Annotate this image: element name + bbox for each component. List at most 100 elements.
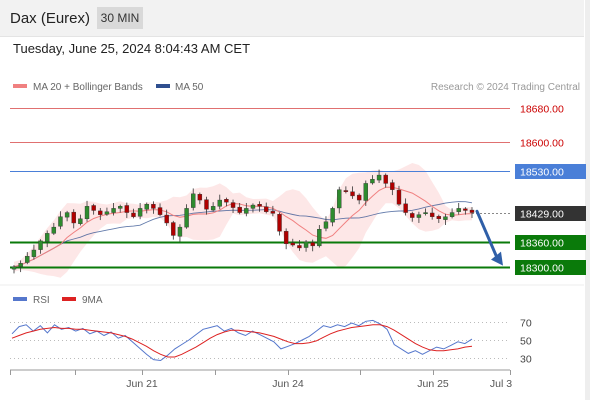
- candle-bullish: [25, 256, 30, 263]
- candle-bearish: [290, 242, 295, 246]
- candle-bullish: [449, 212, 455, 217]
- rsi-9ma-line: [11, 324, 473, 358]
- candle-bearish: [343, 190, 349, 192]
- forecast-arrow-shaft: [475, 209, 499, 260]
- candle-bullish: [456, 208, 461, 212]
- candle-bullish: [118, 206, 123, 209]
- rsi-panel: 70 50 30: [10, 318, 532, 366]
- price-level-tag-support: [515, 260, 586, 275]
- candle-bullish: [18, 263, 23, 267]
- rsi-level-label: 70: [520, 318, 532, 330]
- candle-bullish: [370, 179, 375, 184]
- price-level-label-resistance: 18680.00: [520, 104, 564, 116]
- ma50-legend-swatch: [156, 84, 170, 88]
- candle-bearish: [403, 203, 408, 213]
- candle-bearish: [264, 206, 269, 212]
- candle-bullish: [184, 208, 189, 228]
- price-levels: [10, 108, 510, 269]
- candle-bullish: [363, 183, 368, 201]
- candle-bearish: [91, 205, 96, 211]
- rsi-legend-swatch: [13, 297, 27, 301]
- candle-bullish: [317, 229, 322, 247]
- x-axis-label: Jun 24: [272, 378, 304, 390]
- price-level-label-current: 18429.00: [520, 209, 564, 221]
- candle-bearish: [356, 194, 362, 201]
- ma20-legend-swatch: [13, 84, 27, 88]
- moving-averages: [13, 186, 473, 268]
- price-level-label-pivot: 18530.00: [520, 167, 564, 179]
- bollinger-band-fill: [14, 163, 472, 278]
- timeframe-button[interactable]: 30 MIN: [97, 7, 143, 29]
- chart-header: Dax (Eurex) 30 MIN: [0, 0, 584, 37]
- candlesticks: [11, 169, 475, 274]
- candle-bearish: [237, 206, 242, 213]
- rsi-line: [11, 319, 473, 362]
- ma9-legend-label: 9MA: [82, 295, 103, 306]
- candle-bullish: [84, 206, 90, 220]
- timestamp: Tuesday, June 25, 2024 8:04:43 AM CET: [13, 41, 251, 56]
- candle-bullish: [144, 204, 149, 210]
- candle-bearish: [257, 204, 262, 207]
- forecast-arrow-head: [491, 251, 503, 266]
- candle-bullish: [177, 226, 183, 237]
- candle-bearish: [469, 209, 475, 213]
- candle-bullish: [191, 193, 196, 208]
- candle-bearish: [297, 245, 302, 249]
- price-level-label-support: 18300.00: [520, 263, 564, 275]
- candle-bullish: [416, 214, 422, 218]
- candle-bearish: [396, 189, 402, 205]
- candle-bearish: [164, 214, 169, 224]
- candle-bearish: [283, 231, 289, 244]
- ma50-line: [13, 201, 473, 268]
- candle-bearish: [124, 205, 130, 213]
- instrument-title: Dax (Eurex): [10, 10, 91, 27]
- x-axis-label: Jun 25: [417, 378, 449, 390]
- ma9-legend-swatch: [62, 297, 76, 301]
- candle-bullish: [217, 199, 222, 207]
- candle-bearish: [310, 242, 315, 247]
- candle-bearish: [151, 204, 156, 209]
- candle-bearish: [224, 199, 229, 203]
- bollinger-bands: [14, 163, 472, 278]
- candle-bullish: [376, 174, 382, 181]
- candle-bearish: [463, 208, 468, 211]
- x-axis-label: Jul 3: [490, 378, 512, 390]
- candle-bullish: [38, 240, 43, 250]
- right-border: [585, 0, 590, 400]
- candle-bearish: [230, 202, 236, 208]
- candle-bearish: [204, 199, 209, 210]
- candle-bullish: [244, 208, 249, 214]
- ma50-legend-label: MA 50: [175, 82, 204, 93]
- candle-bullish: [104, 211, 110, 215]
- candle-bullish: [137, 208, 143, 217]
- candle-bearish: [197, 194, 203, 201]
- ma20-legend-label: MA 20 + Bollinger Bands: [33, 82, 143, 93]
- candle-bullish: [58, 216, 63, 227]
- rsi-level-label: 30: [520, 354, 532, 366]
- candle-bearish: [390, 182, 395, 190]
- x-axis-label: Jun 21: [126, 378, 158, 390]
- candle-bearish: [171, 222, 176, 236]
- price-level-tag-pivot: [515, 164, 586, 179]
- candle-bearish: [71, 211, 76, 224]
- candle-bullish: [250, 204, 256, 209]
- price-level-labels: 18680.00 18600.00 18530.00 18429.00 18360.00…: [515, 104, 586, 275]
- candle-bullish: [44, 233, 50, 242]
- candle-bearish: [436, 216, 442, 220]
- candle-bearish: [410, 213, 415, 218]
- candle-bullish: [337, 189, 342, 209]
- candle-bullish: [303, 241, 309, 248]
- candle-bullish: [31, 249, 37, 257]
- candle-bullish: [111, 208, 116, 213]
- rsi-level-label: 50: [520, 336, 532, 348]
- candle-bullish: [323, 221, 329, 229]
- candle-bullish: [210, 206, 216, 211]
- price-level-label-resistance: 18600.00: [520, 138, 564, 150]
- candle-bullish: [423, 212, 428, 215]
- candle-bearish: [270, 211, 276, 214]
- candle-bearish: [277, 214, 282, 232]
- forecast-arrow: [475, 209, 503, 266]
- rsi-legend-label: RSI: [33, 295, 50, 306]
